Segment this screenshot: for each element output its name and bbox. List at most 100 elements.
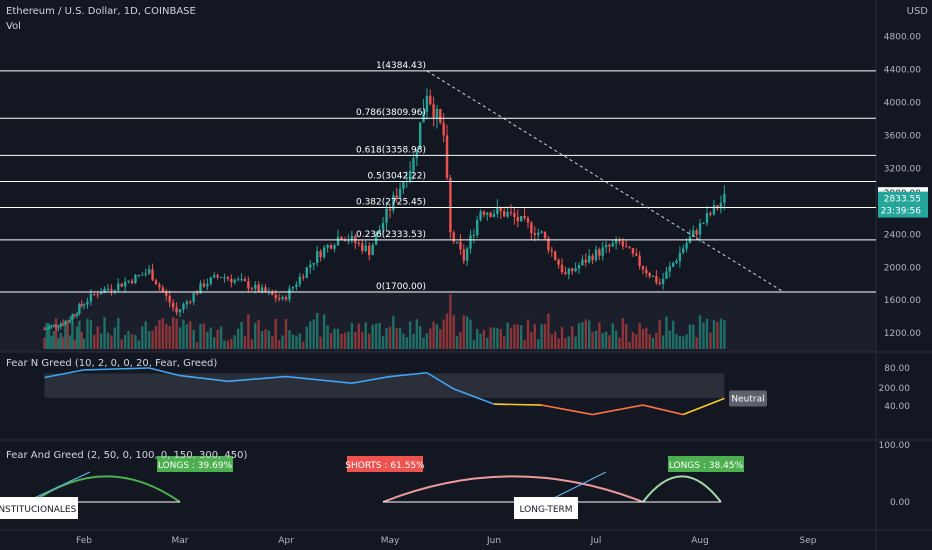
candle [479, 211, 482, 220]
candle [503, 210, 506, 217]
volume-bar [309, 321, 312, 349]
candle [385, 208, 388, 223]
volume-bar [378, 322, 381, 349]
volume-bar [230, 338, 233, 349]
volume-bar [182, 319, 185, 349]
volume-bar [243, 336, 247, 349]
volume-bar [489, 327, 492, 349]
volume-bar [288, 330, 291, 349]
volume-bar [250, 339, 254, 349]
sentiment-arc [32, 475, 181, 503]
candle [537, 232, 540, 235]
volume-bar [503, 336, 506, 349]
volume-bar [154, 325, 158, 349]
volume-bar [93, 334, 96, 349]
candle [161, 287, 165, 292]
volume-bar [658, 319, 661, 349]
fear-greed-line [642, 404, 684, 416]
candle [560, 264, 564, 273]
candle [465, 248, 469, 261]
volume-bar [388, 326, 392, 349]
volume-bar [47, 323, 51, 349]
candle [571, 268, 574, 272]
candle [281, 297, 284, 300]
volume-bars [43, 294, 726, 349]
price-tick-label: 4800.00 [884, 33, 921, 43]
volume-bar [312, 319, 315, 349]
volume-bar [631, 331, 635, 349]
candle [506, 211, 509, 217]
candle [557, 260, 560, 265]
fear-greed-line [227, 375, 287, 383]
candle [712, 205, 716, 215]
candle [516, 216, 519, 222]
candle [295, 284, 298, 287]
volume-bar [685, 334, 688, 349]
volume-bar [50, 336, 53, 349]
candle [130, 280, 134, 284]
volume-bar [117, 317, 120, 349]
candle [80, 304, 83, 306]
candle [288, 288, 291, 300]
volume-bar [185, 324, 189, 349]
volume-bar [347, 331, 350, 349]
volume-bar [415, 319, 419, 349]
indicator-tick-label: 80.00 [884, 364, 910, 374]
volume-bar [702, 322, 705, 349]
volume-bar [442, 319, 445, 349]
volume-bar [661, 335, 665, 349]
volume-bar [168, 326, 171, 349]
fear-greed-line [83, 367, 150, 371]
fib-label-0: 0(1700.00) [376, 282, 426, 292]
candle [93, 293, 96, 295]
candle [452, 232, 455, 242]
candle [658, 282, 661, 284]
candle [675, 260, 678, 263]
candle [61, 323, 65, 325]
indicator2-tick-label: 200.00 [879, 384, 911, 394]
candle [398, 188, 402, 198]
volume-bar [611, 323, 614, 349]
volume-bar [537, 339, 540, 349]
volume-bar [254, 323, 257, 349]
volume-bar [422, 337, 425, 349]
candle [158, 284, 161, 288]
volume-bar [206, 331, 209, 349]
volume-bar [624, 323, 628, 349]
candle [329, 245, 333, 249]
volume-bar [305, 326, 308, 349]
fear-greed-line [541, 404, 593, 416]
volume-bar [628, 341, 631, 349]
candle [655, 276, 658, 283]
volume-bar [678, 335, 682, 349]
volume-bar [719, 318, 723, 349]
volume-bar [144, 321, 147, 349]
candle [723, 193, 726, 203]
candle [151, 269, 154, 281]
candle [106, 288, 110, 290]
candle [705, 213, 709, 223]
candle [260, 287, 264, 292]
fear-greed-line [682, 397, 725, 416]
candle [99, 292, 103, 295]
fear-greed-line [453, 388, 495, 405]
candle [695, 230, 698, 235]
volume-bar [435, 324, 439, 349]
time-axis: Feb Mar Apr May Jun Jul Aug Sep [76, 536, 817, 546]
volume-bar [581, 322, 584, 349]
volume-bar [476, 329, 479, 349]
month-label: Sep [800, 536, 817, 546]
fear-greed-line [426, 372, 455, 390]
candle [103, 288, 106, 293]
candle [75, 313, 79, 316]
volume-bar [655, 332, 658, 349]
volume-bar [402, 333, 405, 349]
candle [371, 244, 374, 256]
fear-and-greed-panel: LONGS : 39.69% SHORTS : 61.55% LONGS : 38.… [0, 456, 744, 519]
volume-bar [645, 327, 648, 349]
volume-bar [472, 340, 476, 349]
candle [608, 244, 611, 247]
candle [509, 211, 513, 214]
fear-greed-line [493, 403, 542, 406]
